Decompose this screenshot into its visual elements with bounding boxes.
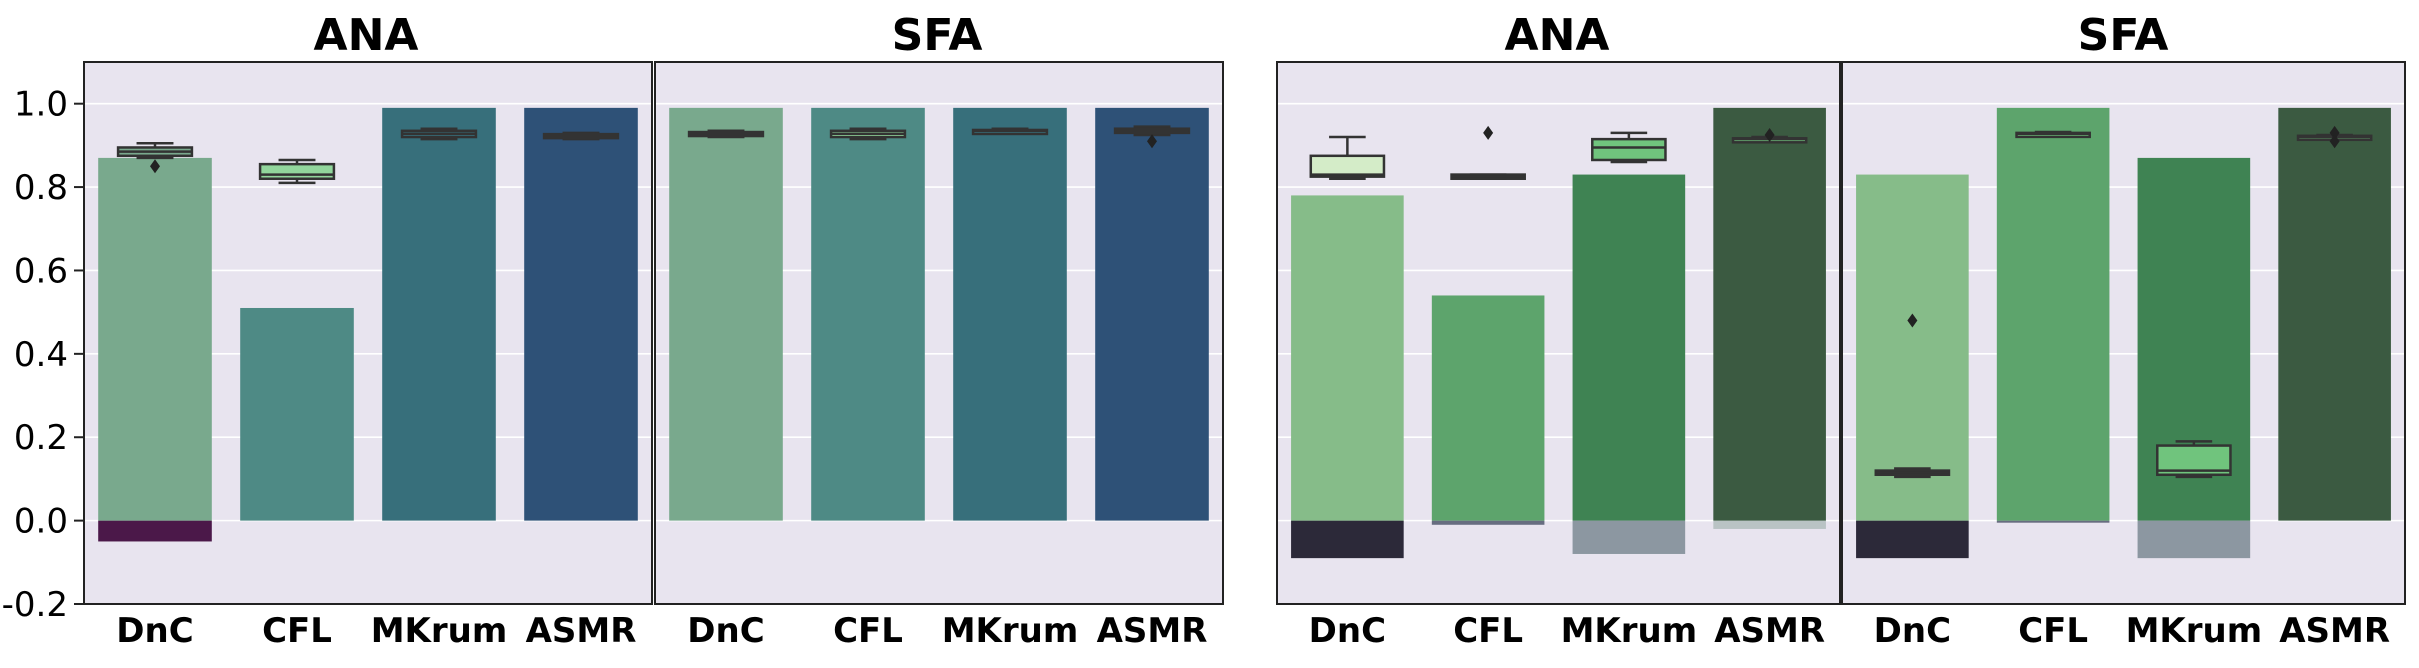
boxplot-ASMR xyxy=(1113,125,1191,149)
category-label-CFL: CFL xyxy=(2018,611,2088,651)
bar-negative-CFL xyxy=(1431,520,1545,525)
y-tick-label: 1.0 xyxy=(14,85,68,125)
bar-negative-MKrum xyxy=(2137,520,2251,559)
category-label-DnC: DnC xyxy=(116,611,193,651)
boxplot-CFL xyxy=(1450,125,1526,180)
bar-CFL xyxy=(1996,107,2110,521)
boxplot-MKrum xyxy=(971,127,1049,136)
bar-ASMR xyxy=(1095,107,1209,521)
outlier-marker xyxy=(2329,134,2340,149)
panel-title-3: SFA xyxy=(2078,10,2169,61)
panel-frame xyxy=(83,61,653,605)
panel-frame xyxy=(1276,61,1841,605)
outlier-marker xyxy=(1483,125,1494,140)
box-iqr xyxy=(1309,154,1386,178)
y-axis: -0.2 0.0 0.2 0.4 0.6 0.8 1.0 xyxy=(2,85,84,625)
panel-title-2: ANA xyxy=(1505,10,1610,61)
boxplot-CFL xyxy=(2015,130,2091,139)
boxplot-MKrum xyxy=(2156,440,2232,479)
boxplot-DnC xyxy=(687,129,765,139)
panel-0: DnC CFL MKrum ASMR xyxy=(83,61,653,651)
bar-CFL xyxy=(1431,295,1545,521)
panel-title-1: SFA xyxy=(892,10,983,61)
bar-negative-MKrum xyxy=(1572,520,1686,554)
category-label-CFL: CFL xyxy=(1453,611,1523,651)
bar-ASMR xyxy=(2278,107,2391,521)
panel-title-0: ANA xyxy=(314,10,419,61)
outlier-marker xyxy=(1764,127,1775,142)
category-label-MKrum: MKrum xyxy=(942,611,1079,651)
bar-CFL xyxy=(811,107,925,521)
panel-3: DnC CFL MKrum ASMR xyxy=(1841,61,2406,651)
boxplot-DnC xyxy=(116,142,194,174)
boxplot-CFL xyxy=(829,127,907,141)
bar-negative-DnC xyxy=(1856,520,1969,559)
boxplot-CFL xyxy=(258,158,336,185)
y-tick-label: 0.0 xyxy=(14,502,68,542)
bar-MKrum xyxy=(1572,174,1686,521)
panel-2: DnC CFL MKrum ASMR xyxy=(1276,61,1841,651)
category-label-CFL: CFL xyxy=(833,611,903,651)
category-label-MKrum: MKrum xyxy=(371,611,508,651)
boxplot-ASMR xyxy=(2296,125,2373,149)
y-tick-label: -0.2 xyxy=(2,585,68,625)
box-iqr xyxy=(258,162,336,180)
boxplot-MKrum xyxy=(400,127,478,141)
boxplot-MKrum xyxy=(1591,131,1667,164)
panel-1: DnC CFL MKrum ASMR xyxy=(654,61,1224,651)
bar-ASMR xyxy=(524,107,638,521)
boxplot-ASMR xyxy=(542,131,620,141)
boxplot-ASMR xyxy=(1731,127,1808,144)
category-label-ASMR: ASMR xyxy=(1714,611,1825,651)
boxplot-DnC xyxy=(1874,313,1951,479)
bar-MKrum xyxy=(953,107,1067,521)
outlier-marker xyxy=(1907,313,1918,328)
bar-DnC xyxy=(1291,195,1404,521)
y-tick-label: 0.8 xyxy=(14,168,68,208)
titles: ANA SFA ANA SFA xyxy=(314,10,2169,61)
panels: DnC CFL MKrum ASMR DnC CFL MKrum ASMR DnC CFL MKru… xyxy=(83,61,2406,651)
bar-negative-DnC xyxy=(98,520,212,542)
category-label-MKrum: MKrum xyxy=(1561,611,1698,651)
category-label-DnC: DnC xyxy=(1874,611,1951,651)
category-label-MKrum: MKrum xyxy=(2126,611,2263,651)
box-iqr xyxy=(1591,137,1667,162)
outlier-marker xyxy=(2329,125,2340,140)
outlier-marker xyxy=(1147,134,1157,149)
category-label-ASMR: ASMR xyxy=(2279,611,2390,651)
outlier-marker xyxy=(150,159,160,174)
category-label-DnC: DnC xyxy=(1309,611,1386,651)
category-label-ASMR: ASMR xyxy=(526,611,637,651)
y-tick-label: 0.4 xyxy=(14,335,68,375)
bar-negative-ASMR xyxy=(1713,520,1826,529)
category-label-DnC: DnC xyxy=(687,611,764,651)
boxplot-DnC xyxy=(1309,135,1386,180)
bar-negative-DnC xyxy=(1291,520,1404,559)
bar-CFL xyxy=(240,307,354,521)
bar-DnC xyxy=(1856,174,1969,521)
bar-negative-CFL xyxy=(1996,520,2110,523)
bar-DnC xyxy=(669,107,783,521)
y-tick-label: 0.2 xyxy=(14,418,68,458)
bar-MKrum xyxy=(382,107,496,521)
bar-DnC xyxy=(98,157,212,521)
y-tick-label: 0.6 xyxy=(14,251,68,291)
category-label-CFL: CFL xyxy=(262,611,332,651)
panel-frame xyxy=(1841,61,2406,605)
panel-frame xyxy=(654,61,1224,605)
bar-ASMR xyxy=(1713,107,1826,521)
category-label-ASMR: ASMR xyxy=(1097,611,1208,651)
